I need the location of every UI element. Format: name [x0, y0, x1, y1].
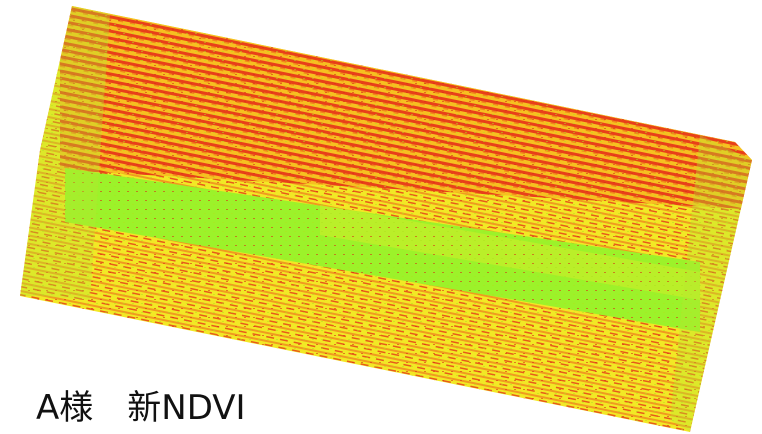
caption: A様 新NDVI: [36, 388, 246, 428]
